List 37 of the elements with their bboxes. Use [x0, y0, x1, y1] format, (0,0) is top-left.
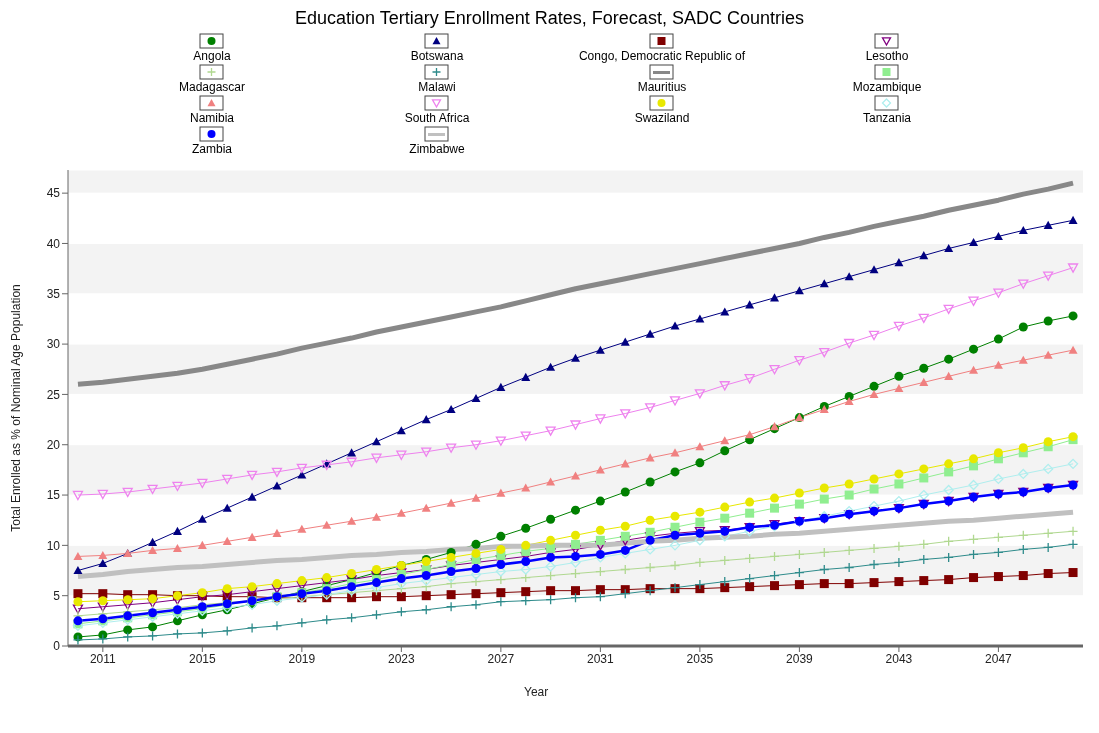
legend-label: Angola: [193, 49, 231, 63]
y-tick-label: 20: [46, 437, 61, 452]
legend-label: Lesotho: [865, 49, 909, 63]
y-tick-label: 40: [46, 236, 61, 251]
legend-label: Congo, Democratic Republic of: [578, 49, 746, 63]
x-tick-label: 2015: [188, 651, 217, 666]
x-tick-label: 2043: [885, 651, 913, 666]
y-tick-label: 10: [46, 538, 61, 553]
legend-label: Zambia: [191, 142, 232, 156]
legend-label: Mozambique: [852, 80, 922, 94]
x-tick-label: 2019: [288, 651, 316, 666]
x-tick-label: 2023: [388, 651, 416, 666]
x-axis-title: Year: [524, 685, 549, 699]
x-tick-label: 2047: [985, 651, 1013, 666]
chart-title: Education Tertiary Enrollment Rates, Forecast, SADC Countries: [294, 8, 805, 29]
x-tick-label: 2027: [487, 651, 515, 666]
legend-label: Malawi: [418, 80, 456, 94]
x-tick-label: 2039: [786, 651, 814, 666]
legend-label: Namibia: [189, 111, 234, 125]
y-tick-label: 45: [46, 186, 61, 201]
y-tick-label: 15: [46, 488, 61, 503]
legend-label: Mauritius: [637, 80, 687, 94]
legend-label: Zimbabwe: [409, 142, 465, 156]
y-tick-label: 35: [46, 287, 61, 302]
legend-label: Madagascar: [178, 80, 246, 94]
x-tick-label: 2031: [587, 651, 615, 666]
y-tick-label: 5: [53, 588, 61, 603]
y-tick-label: 30: [46, 337, 61, 352]
legend-label: Botswana: [410, 49, 464, 63]
legend-label: Swaziland: [634, 111, 690, 125]
y-tick-label: 25: [46, 387, 61, 402]
legend-label: Tanzania: [862, 111, 912, 125]
legend-label: South Africa: [404, 111, 470, 125]
y-tick-label: 0: [53, 639, 61, 654]
x-tick-label: 2011: [89, 651, 117, 666]
x-tick-label: 2035: [686, 651, 714, 666]
y-axis-title: Total Enrolled as % of Nominal Age Population: [9, 284, 24, 532]
